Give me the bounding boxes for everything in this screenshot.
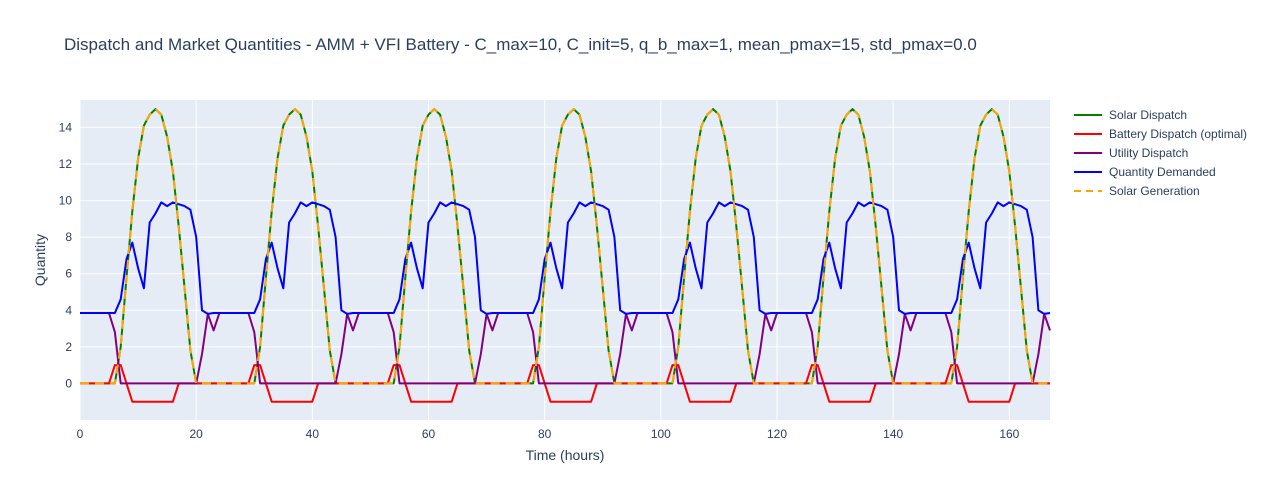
legend-label: Solar Generation — [1109, 184, 1200, 198]
x-tick-label: 100 — [651, 427, 671, 441]
y-tick-labels: 0 2 4 6 8 10 12 14 — [59, 120, 73, 390]
x-tick-label: 60 — [422, 427, 436, 441]
x-tick-label: 160 — [999, 427, 1019, 441]
y-tick-label: 4 — [65, 303, 72, 317]
x-tick-label: 0 — [77, 427, 84, 441]
series-lines — [80, 108, 1051, 403]
legend-item[interactable]: Quantity Demanded — [1074, 165, 1216, 179]
x-tick-label: 80 — [538, 427, 552, 441]
x-tick-labels: 0 20 40 60 80 100 120 140 160 — [77, 427, 1020, 441]
legend-label: Quantity Demanded — [1109, 165, 1216, 179]
legend-label: Battery Dispatch (optimal) — [1109, 127, 1247, 141]
y-tick-label: 14 — [59, 120, 73, 134]
series-line-solar-generation — [80, 108, 1050, 385]
y-tick-label: 12 — [59, 157, 73, 171]
x-tick-label: 40 — [306, 427, 320, 441]
legend-item[interactable]: Solar Dispatch — [1074, 108, 1187, 122]
x-axis-title: Time (hours) — [526, 447, 605, 463]
y-tick-label: 8 — [65, 230, 72, 244]
x-tick-label: 20 — [189, 427, 203, 441]
legend[interactable]: Solar Dispatch Battery Dispatch (optimal)… — [1074, 108, 1247, 198]
chart-title: Dispatch and Market Quantities - AMM + V… — [64, 35, 977, 54]
legend-label: Solar Dispatch — [1109, 108, 1187, 122]
y-axis-title: Quantity — [32, 234, 48, 286]
x-tick-label: 140 — [883, 427, 903, 441]
y-tick-label: 2 — [65, 340, 72, 354]
series-line-quantity-demanded — [80, 201, 1051, 315]
legend-item[interactable]: Utility Dispatch — [1074, 146, 1188, 160]
x-tick-label: 120 — [767, 427, 787, 441]
legend-item[interactable]: Solar Generation — [1074, 184, 1200, 198]
legend-item[interactable]: Battery Dispatch (optimal) — [1074, 127, 1247, 141]
y-tick-label: 0 — [65, 376, 72, 390]
y-tick-label: 6 — [65, 267, 72, 281]
legend-label: Utility Dispatch — [1109, 146, 1188, 160]
y-tick-label: 10 — [59, 194, 73, 208]
